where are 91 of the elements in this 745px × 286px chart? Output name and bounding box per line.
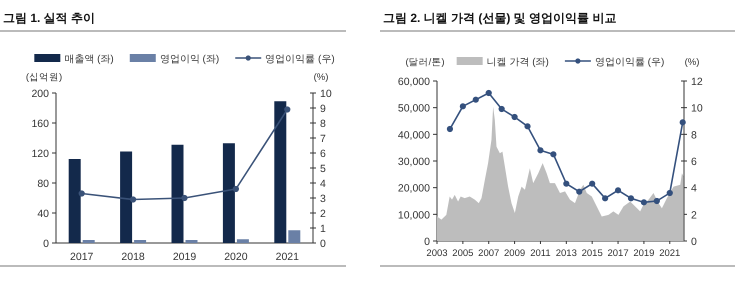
y2-tick-label: 9 bbox=[320, 103, 326, 115]
y-axis-title: (십억원) bbox=[26, 72, 62, 83]
x-tick-label: 2013 bbox=[556, 248, 577, 259]
point bbox=[628, 195, 634, 202]
point bbox=[537, 147, 544, 154]
bar bbox=[68, 159, 81, 243]
x-tick-label: 2003 bbox=[426, 248, 448, 259]
y-tick-label: 40 bbox=[37, 208, 50, 220]
legend-label: 매출액 (좌) bbox=[64, 54, 114, 65]
y-tick-label: 50,000 bbox=[398, 102, 430, 115]
point bbox=[284, 106, 290, 113]
y-tick-label: 30,000 bbox=[398, 156, 430, 168]
point bbox=[640, 199, 648, 206]
point bbox=[550, 151, 556, 158]
x-tick-label: 2009 bbox=[504, 248, 526, 259]
point bbox=[614, 187, 622, 194]
y-tick-label: 0 bbox=[424, 236, 430, 248]
y2-tick-label: 3 bbox=[320, 193, 326, 205]
y2-axis-title: (%) bbox=[314, 72, 328, 83]
bar bbox=[186, 240, 198, 243]
legend-label: 영업이익률 (우) bbox=[265, 54, 335, 65]
point bbox=[680, 119, 686, 126]
legend-label: 니켈 가격 (좌) bbox=[486, 57, 549, 68]
bar bbox=[288, 230, 300, 243]
point bbox=[181, 194, 188, 202]
y2-tick-label: 10 bbox=[691, 102, 703, 115]
x-tick-label: 2011 bbox=[530, 248, 551, 259]
y-tick-label: 20,000 bbox=[398, 182, 430, 195]
x-tick-label: 2020 bbox=[224, 251, 248, 263]
y2-tick-label: 0 bbox=[320, 238, 326, 250]
point bbox=[589, 180, 596, 187]
y2-tick-label: 5 bbox=[320, 163, 326, 175]
bar bbox=[236, 239, 249, 243]
y2-tick-label: 2 bbox=[691, 209, 697, 222]
y2-tick-label: 0 bbox=[691, 236, 697, 248]
y2-tick-label: 8 bbox=[320, 118, 326, 130]
point bbox=[602, 195, 608, 202]
y2-tick-label: 12 bbox=[691, 76, 703, 88]
y-tick-label: 120 bbox=[31, 148, 50, 160]
point bbox=[232, 186, 239, 192]
point bbox=[511, 114, 518, 120]
point bbox=[130, 196, 136, 203]
legend-label: 영업이익 (좌) bbox=[160, 54, 220, 65]
x-tick-label: 2021 bbox=[276, 251, 300, 263]
y-tick-label: 60,000 bbox=[398, 76, 430, 88]
y2-tick-label: 4 bbox=[320, 178, 326, 190]
y2-tick-label: 10 bbox=[320, 88, 332, 100]
x-tick-label: 2007 bbox=[478, 248, 500, 259]
y2-axis-title: (%) bbox=[684, 57, 700, 68]
point bbox=[563, 180, 570, 187]
chart-title: 그림 2. 니켈 가격 (선물) 및 영업이익률 비교 bbox=[383, 11, 616, 25]
y2-tick-label: 6 bbox=[691, 156, 697, 168]
y2-tick-label: 8 bbox=[691, 129, 697, 142]
point bbox=[78, 190, 85, 197]
point bbox=[654, 198, 660, 204]
y-axis-title: (달러/톤) bbox=[406, 57, 444, 68]
y-tick-label: 80 bbox=[37, 178, 50, 190]
y-tick-label: 10,000 bbox=[398, 209, 430, 222]
point bbox=[486, 90, 492, 96]
x-tick-label: 2018 bbox=[121, 251, 145, 263]
y2-tick-label: 7 bbox=[320, 133, 326, 145]
bar bbox=[172, 144, 184, 243]
point bbox=[666, 190, 673, 196]
chart-title: 그림 1. 실적 추이 bbox=[3, 11, 96, 25]
y-tick-label: 160 bbox=[31, 118, 50, 130]
bar bbox=[274, 101, 286, 243]
point bbox=[446, 126, 454, 132]
bar bbox=[82, 240, 95, 243]
y2-tick-label: 2 bbox=[320, 208, 326, 220]
bar bbox=[134, 240, 146, 243]
y-tick-label: 40,000 bbox=[398, 129, 430, 142]
y2-tick-label: 4 bbox=[691, 182, 697, 195]
point bbox=[524, 123, 531, 130]
x-tick-label: 2005 bbox=[452, 248, 474, 259]
bar bbox=[222, 143, 235, 243]
point bbox=[460, 103, 466, 110]
x-tick-label: 2017 bbox=[70, 251, 94, 263]
y2-tick-label: 6 bbox=[320, 148, 326, 160]
point bbox=[472, 96, 479, 103]
y2-tick-label: 1 bbox=[320, 223, 326, 235]
point bbox=[576, 188, 582, 195]
x-tick-label: 2019 bbox=[633, 248, 654, 259]
y-tick-label: 0 bbox=[43, 238, 50, 250]
y-tick-label: 200 bbox=[31, 88, 50, 100]
legend-label: 영업이익률 (우) bbox=[594, 57, 664, 68]
x-tick-label: 2015 bbox=[582, 248, 603, 259]
point bbox=[498, 106, 505, 112]
x-tick-label: 2019 bbox=[172, 251, 196, 263]
x-tick-label: 2021 bbox=[659, 248, 680, 259]
bar bbox=[120, 152, 132, 243]
x-tick-label: 2017 bbox=[607, 248, 629, 259]
